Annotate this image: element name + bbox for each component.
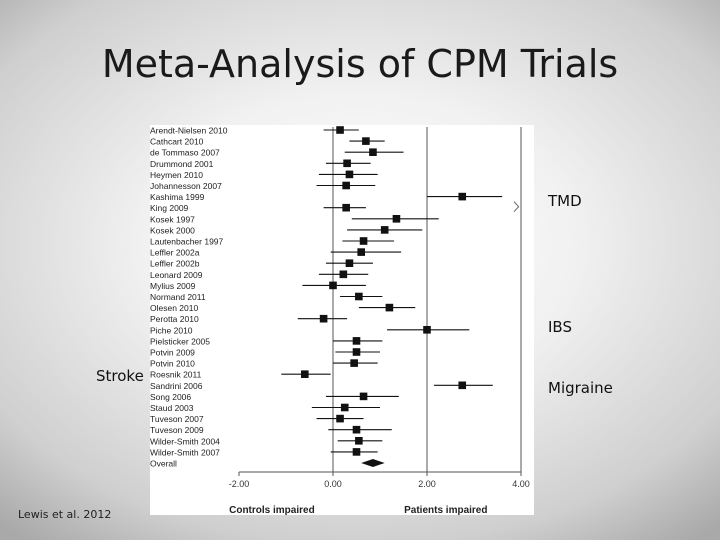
x-tick-label: 0.00 — [324, 479, 342, 489]
tmd-marker — [513, 201, 520, 213]
study-label: Tuveson 2009 — [150, 425, 204, 435]
slide-title: Meta-Analysis of CPM Trials — [101, 42, 619, 86]
effect-point — [355, 437, 363, 445]
study-label: Song 2006 — [150, 392, 191, 402]
effect-point — [392, 215, 401, 223]
forest-plot-panel: Arendt-Nielsen 2010 Cathcart 2010 de Tomma… — [150, 125, 534, 515]
study-label: Potvin 2010 — [150, 359, 195, 369]
study-label: Heymen 2010 — [150, 170, 203, 180]
effect-point — [352, 425, 361, 434]
overall-label: Overall — [150, 459, 177, 469]
effect-point — [336, 126, 344, 134]
study-label: Leffler 2002a — [150, 248, 200, 258]
study-label: Kashima 1999 — [150, 192, 205, 202]
study-label: Lautenbacher 1997 — [150, 237, 224, 247]
study-label: Olesen 2010 — [150, 303, 198, 313]
study-label: Staud 2003 — [150, 403, 194, 413]
effect-point — [343, 159, 351, 168]
effect-point — [345, 170, 354, 179]
effect-point — [352, 348, 361, 356]
study-label: de Tommaso 2007 — [150, 148, 220, 158]
effect-point — [359, 237, 368, 245]
effect-point — [301, 370, 309, 378]
study-label: Piche 2010 — [150, 325, 193, 335]
x-label-left: Controls impaired — [229, 505, 315, 515]
study-label: Sandrini 2006 — [150, 381, 203, 391]
migraine-label: Migraine — [548, 379, 613, 397]
x-label-right: Patients impaired — [404, 505, 487, 515]
study-label: King 2009 — [150, 203, 189, 213]
study-label: Pielsticker 2005 — [150, 336, 210, 346]
study-label: Potvin 2009 — [150, 348, 195, 358]
effect-point — [339, 270, 348, 279]
x-tick-label: 2.00 — [418, 479, 436, 489]
effect-point — [329, 281, 337, 290]
stroke-label: Stroke — [96, 367, 144, 385]
effect-point — [336, 414, 344, 423]
effect-point — [352, 337, 361, 345]
effect-point — [355, 292, 363, 301]
x-tick-label: -2.00 — [229, 479, 250, 489]
study-label: Leffler 2002b — [150, 259, 200, 269]
study-label: Johannesson 2007 — [150, 181, 222, 191]
study-label: Kosek 1997 — [150, 214, 195, 224]
effect-point — [359, 392, 368, 401]
effect-point — [458, 192, 467, 201]
study-label: Leonard 2009 — [150, 270, 203, 280]
ibs-label: IBS — [548, 318, 572, 336]
study-label: Wilder-Smith 2004 — [150, 436, 220, 446]
tmd-label: TMD — [548, 192, 582, 210]
study-label: Tuveson 2007 — [150, 414, 204, 424]
effect-point — [342, 203, 350, 212]
citation: Lewis et al. 2012 — [18, 508, 112, 521]
effect-point — [369, 148, 377, 156]
study-label: Wilder-Smith 2007 — [150, 447, 220, 457]
study-label: Mylius 2009 — [150, 281, 196, 291]
study-label: Arendt-Nielsen 2010 — [150, 126, 228, 136]
effect-point — [357, 248, 365, 256]
study-label: Roesnik 2011 — [150, 370, 202, 380]
effect-point — [385, 303, 394, 312]
effect-point — [342, 181, 350, 190]
effect-point — [458, 381, 467, 390]
study-label: Normand 2011 — [150, 292, 206, 302]
study-label: Drummond 2001 — [150, 159, 214, 169]
effect-point — [380, 226, 389, 234]
study-label: Perotta 2010 — [150, 314, 199, 324]
effect-point — [362, 137, 370, 145]
study-label: Cathcart 2010 — [150, 137, 204, 147]
x-tick-label: 4.00 — [512, 479, 530, 489]
effect-point — [319, 314, 328, 323]
study-label: Kosek 2000 — [150, 225, 195, 235]
effect-point — [345, 259, 354, 267]
effect-point — [423, 326, 431, 334]
effect-point — [352, 448, 361, 456]
effect-point — [340, 403, 349, 412]
overall-diamond — [361, 459, 385, 467]
effect-point — [350, 359, 358, 367]
